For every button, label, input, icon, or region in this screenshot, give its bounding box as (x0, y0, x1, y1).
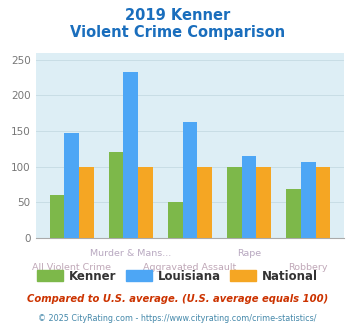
Bar (182, 122, 197, 238)
Text: Compared to U.S. average. (U.S. average equals 100): Compared to U.S. average. (U.S. average … (27, 294, 328, 304)
Text: Robbery: Robbery (288, 263, 328, 272)
Bar (79, 167, 94, 238)
Bar (286, 189, 301, 238)
Bar (316, 167, 330, 238)
Bar (50, 195, 64, 238)
Text: All Violent Crime: All Violent Crime (32, 263, 111, 272)
Bar (64, 133, 79, 238)
Text: © 2025 CityRating.com - https://www.cityrating.com/crime-statistics/: © 2025 CityRating.com - https://www.city… (38, 314, 317, 323)
Bar (124, 72, 138, 238)
Text: Aggravated Assault: Aggravated Assault (143, 263, 236, 272)
Bar (197, 167, 212, 238)
Bar (227, 167, 242, 238)
Bar (256, 167, 271, 238)
Legend: Kenner, Louisiana, National: Kenner, Louisiana, National (32, 265, 323, 287)
Text: 2019 Kenner: 2019 Kenner (125, 8, 230, 23)
Bar (138, 167, 153, 238)
Text: Rape: Rape (237, 249, 261, 258)
Bar (301, 162, 316, 238)
Bar (168, 202, 182, 238)
Bar (109, 152, 124, 238)
Text: Violent Crime Comparison: Violent Crime Comparison (70, 25, 285, 40)
Text: Murder & Mans...: Murder & Mans... (90, 249, 171, 258)
Bar (242, 156, 256, 238)
